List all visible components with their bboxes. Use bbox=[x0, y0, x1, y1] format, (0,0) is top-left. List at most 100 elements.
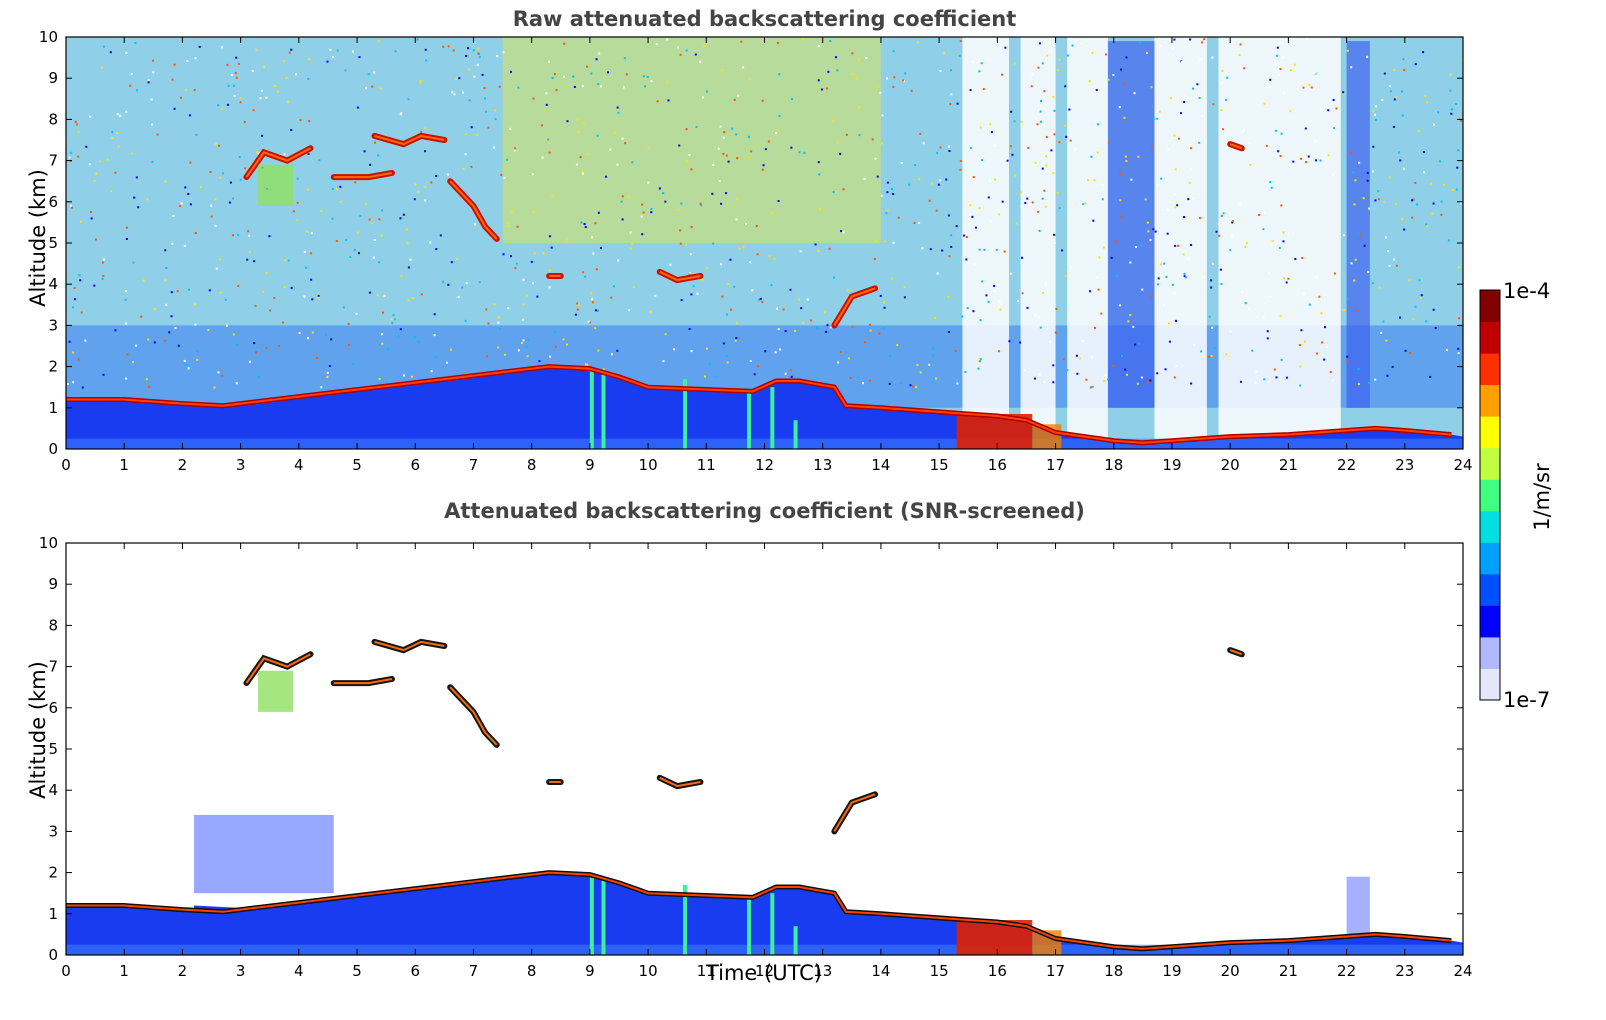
speckle bbox=[507, 307, 510, 310]
speckle bbox=[1167, 148, 1170, 151]
speckle bbox=[1310, 86, 1313, 89]
speckle bbox=[263, 65, 266, 68]
speckle bbox=[1355, 309, 1358, 312]
speckle bbox=[1432, 308, 1435, 311]
speckle bbox=[1003, 250, 1006, 253]
speckle bbox=[708, 362, 711, 365]
speckle bbox=[288, 51, 291, 54]
speckle bbox=[1409, 351, 1412, 354]
speckle bbox=[1041, 197, 1044, 200]
speckle bbox=[863, 341, 866, 344]
speckle bbox=[407, 266, 410, 269]
speckle bbox=[679, 229, 682, 232]
speckle bbox=[290, 129, 293, 132]
speckle bbox=[818, 173, 821, 176]
speckle bbox=[628, 309, 631, 312]
speckle bbox=[756, 365, 759, 368]
speckle bbox=[1374, 119, 1377, 122]
speckle bbox=[1300, 157, 1303, 160]
speckle bbox=[1411, 199, 1414, 202]
speckle bbox=[1180, 112, 1183, 115]
speckle bbox=[187, 367, 190, 370]
speckle bbox=[1176, 204, 1179, 207]
speckle bbox=[589, 321, 592, 324]
speckle bbox=[124, 298, 127, 301]
speckle bbox=[721, 295, 724, 298]
speckle bbox=[1239, 202, 1242, 205]
speckle bbox=[1391, 365, 1394, 368]
speckle bbox=[178, 205, 181, 208]
speckle bbox=[981, 280, 984, 283]
speckle bbox=[712, 164, 715, 167]
y-tick-label: 8 bbox=[48, 110, 58, 128]
speckle bbox=[948, 149, 951, 152]
speckle bbox=[1211, 56, 1214, 59]
speckle bbox=[621, 137, 624, 140]
speckle bbox=[1220, 282, 1223, 285]
speckle bbox=[287, 100, 290, 103]
speckle bbox=[164, 339, 167, 342]
speckle bbox=[516, 225, 519, 228]
speckle bbox=[540, 124, 543, 127]
speckle bbox=[1279, 155, 1282, 158]
speckle bbox=[1393, 69, 1396, 72]
speckle bbox=[1097, 288, 1100, 291]
y-tick-label: 0 bbox=[48, 946, 58, 964]
speckle bbox=[982, 88, 985, 91]
speckle bbox=[1430, 182, 1433, 185]
speckle bbox=[1193, 343, 1196, 346]
speckle bbox=[1156, 372, 1159, 375]
speckle bbox=[102, 373, 105, 376]
speckle bbox=[943, 52, 946, 55]
x-tick-label: 17 bbox=[1046, 456, 1065, 474]
speckle bbox=[1447, 239, 1450, 242]
speckle bbox=[990, 131, 993, 134]
speckle bbox=[533, 252, 536, 255]
speckle bbox=[1371, 282, 1374, 285]
speckle bbox=[886, 181, 889, 184]
speckle bbox=[1242, 130, 1245, 133]
speckle bbox=[371, 222, 374, 225]
speckle bbox=[553, 331, 556, 334]
speckle bbox=[664, 333, 667, 336]
colorbar-segment bbox=[1480, 321, 1500, 354]
speckle bbox=[1418, 129, 1421, 132]
speckle bbox=[510, 255, 513, 258]
speckle bbox=[424, 185, 427, 188]
speckle bbox=[832, 191, 835, 194]
speckle bbox=[881, 114, 884, 117]
speckle bbox=[1285, 376, 1288, 379]
speckle bbox=[692, 285, 695, 288]
speckle bbox=[283, 285, 286, 288]
speckle bbox=[317, 296, 320, 299]
speckle bbox=[910, 89, 913, 92]
speckle bbox=[1107, 78, 1110, 81]
speckle bbox=[1225, 353, 1228, 356]
y-tick-label: 1 bbox=[48, 399, 58, 417]
speckle bbox=[584, 226, 587, 229]
y-tick-label: 0 bbox=[48, 440, 58, 458]
speckle bbox=[151, 161, 154, 164]
speckle bbox=[348, 344, 351, 347]
precip-streak bbox=[770, 893, 775, 955]
speckle bbox=[468, 99, 471, 102]
speckle bbox=[487, 322, 490, 325]
speckle bbox=[1154, 230, 1157, 233]
speckle bbox=[1145, 52, 1148, 55]
speckle bbox=[677, 208, 680, 211]
speckle bbox=[727, 283, 730, 286]
speckle bbox=[1064, 275, 1067, 278]
speckle bbox=[582, 122, 585, 125]
speckle bbox=[550, 246, 553, 249]
speckle bbox=[126, 353, 129, 356]
speckle bbox=[1395, 96, 1398, 99]
precip-streak bbox=[683, 884, 688, 955]
speckle bbox=[424, 199, 427, 202]
speckle bbox=[825, 381, 828, 384]
speckle bbox=[545, 92, 548, 95]
speckle bbox=[147, 338, 150, 341]
speckle bbox=[595, 268, 598, 271]
noise-column bbox=[1346, 41, 1370, 408]
speckle bbox=[513, 149, 516, 152]
speckle bbox=[779, 348, 782, 351]
